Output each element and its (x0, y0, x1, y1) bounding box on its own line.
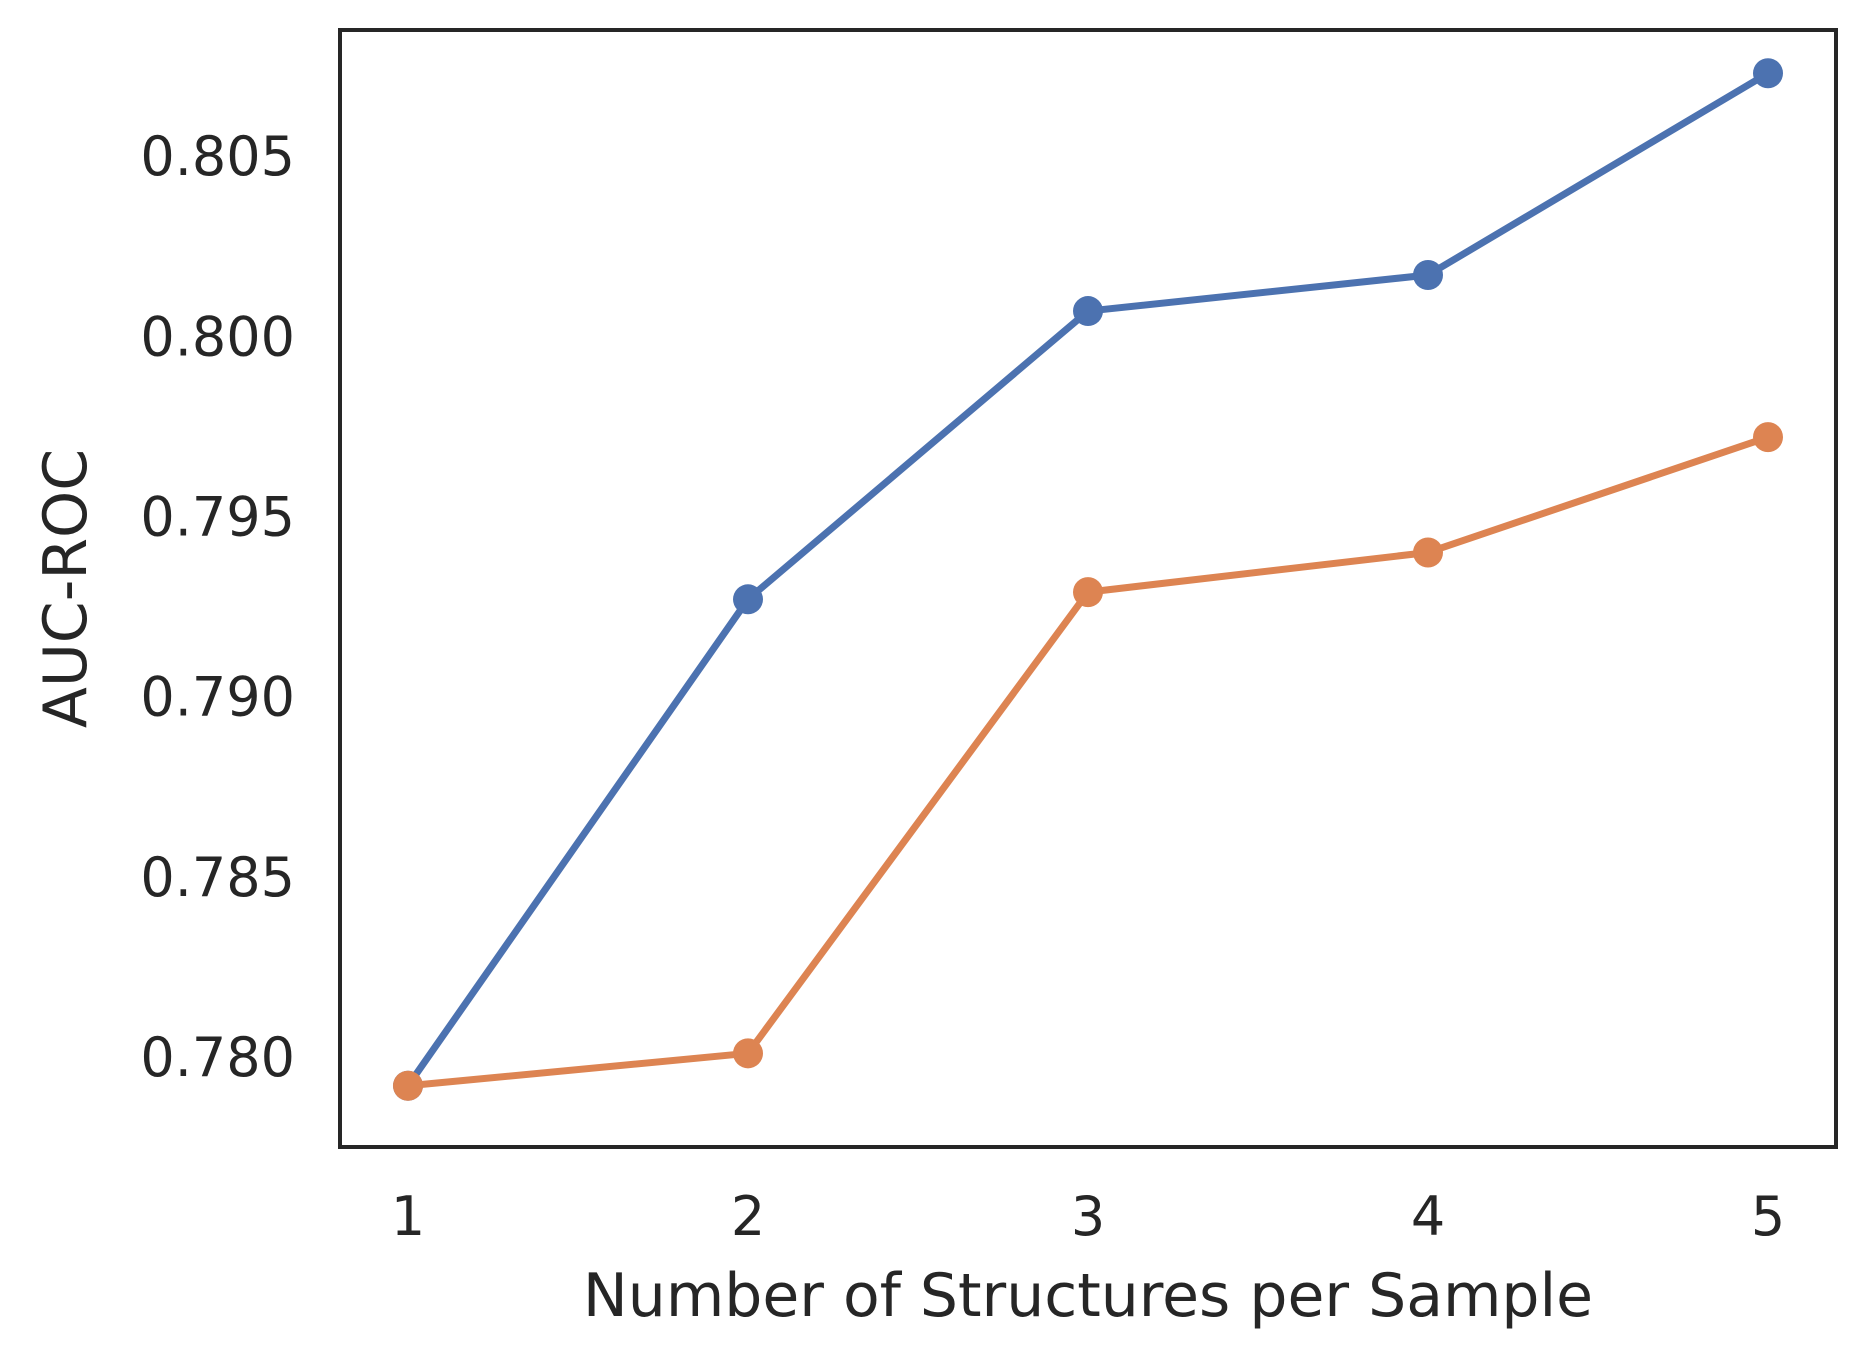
y-tick-label: 0.780 (140, 1026, 295, 1089)
x-tick-label: 2 (731, 1185, 765, 1248)
series-2-point (1073, 577, 1103, 608)
y-tick-label: 0.805 (140, 125, 295, 188)
x-axis-label: Number of Structures per Sample (583, 1261, 1593, 1331)
series-1-point (1753, 58, 1783, 89)
series-1-point (733, 584, 763, 615)
x-tick-label: 4 (1411, 1185, 1445, 1248)
y-axis-ticks: 0.780 0.785 0.790 0.795 0.800 0.805 (140, 125, 295, 1089)
plot-frame (338, 28, 1838, 1149)
y-tick-label: 0.795 (140, 485, 295, 548)
y-tick-label: 0.790 (140, 666, 295, 729)
series-layer (393, 58, 1783, 1101)
series-1-point (1413, 260, 1443, 291)
x-tick-label: 1 (391, 1185, 425, 1248)
y-tick-label: 0.800 (140, 305, 295, 368)
series-2-point (393, 1070, 423, 1101)
y-axis-label: AUC-ROC (31, 449, 101, 728)
x-axis-ticks: 1 2 3 4 5 (391, 1185, 1785, 1248)
series-1-point (1073, 296, 1103, 327)
x-tick-label: 3 (1071, 1185, 1105, 1248)
y-tick-label: 0.785 (140, 846, 295, 909)
x-tick-label: 5 (1751, 1185, 1785, 1248)
series-2-line (404, 433, 1772, 1090)
series-2-point (1753, 422, 1783, 453)
series-2-point (1413, 537, 1443, 568)
series-2-point (733, 1038, 763, 1069)
series-2 (393, 422, 1783, 1101)
